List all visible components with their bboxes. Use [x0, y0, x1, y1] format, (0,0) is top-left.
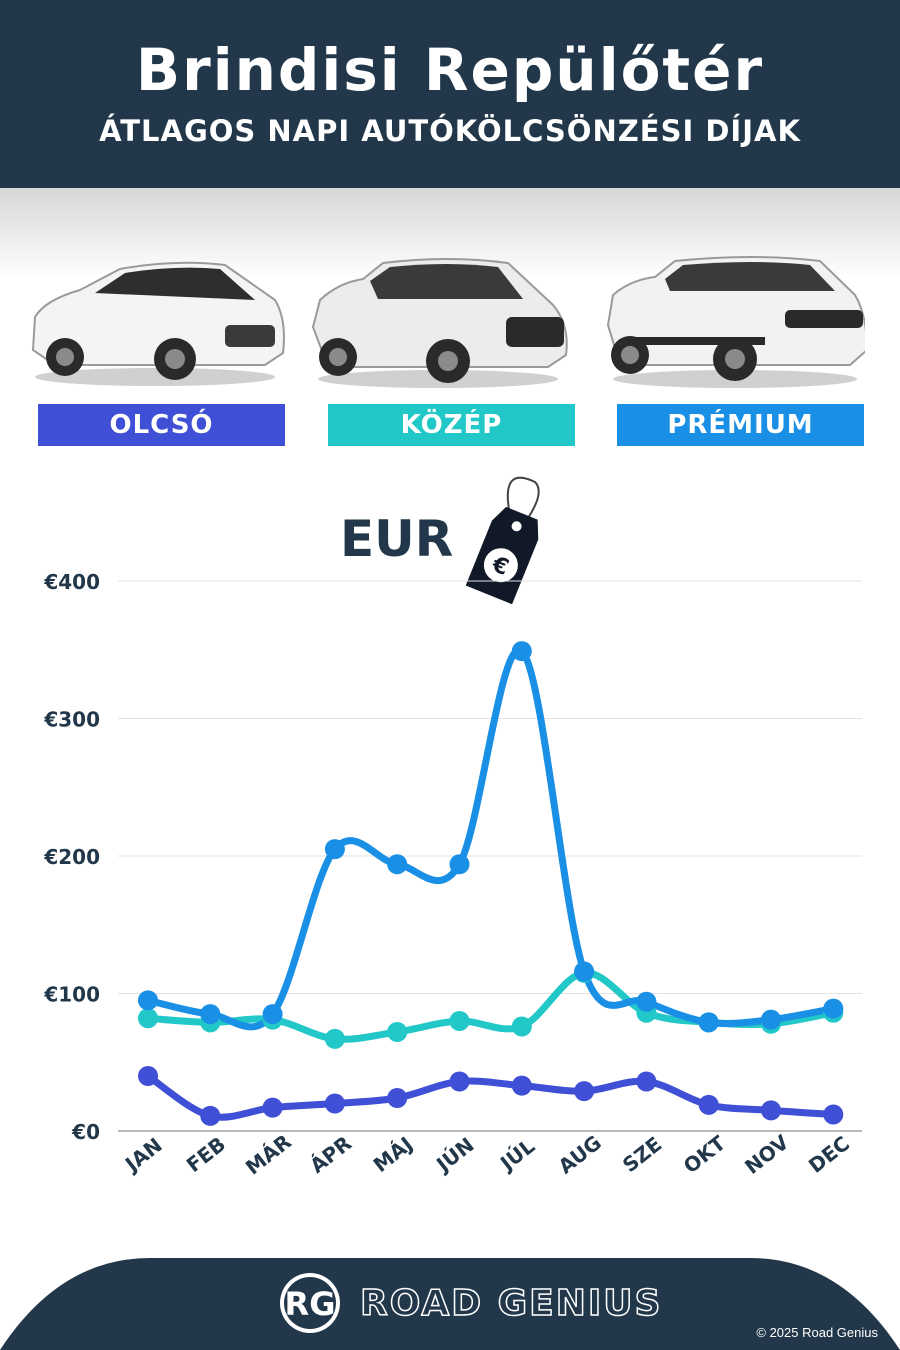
data-point [511, 1075, 532, 1096]
y-tick-label: €400 [43, 570, 100, 594]
x-tick-label: MÁR [241, 1129, 296, 1179]
data-point [324, 839, 345, 860]
data-point [636, 1071, 657, 1092]
copyright: © 2025 Road Genius [756, 1325, 878, 1340]
brand-name: ROAD GENIUS [359, 1282, 663, 1325]
logo-initials: RG [285, 1285, 336, 1323]
data-point [387, 1088, 408, 1108]
data-point [138, 1066, 158, 1086]
x-tick-label: AUG [554, 1130, 606, 1178]
x-tick-label: JAN [119, 1133, 167, 1178]
data-point [387, 854, 408, 875]
x-tick-label: ÁPR [305, 1131, 356, 1178]
data-point [449, 1071, 470, 1092]
mid-badge: KÖZÉP [328, 404, 575, 446]
x-tick-label: JÚL [494, 1134, 539, 1177]
data-point [387, 1022, 408, 1042]
page-subtitle: ÁTLAGOS NAPI AUTÓKÖLCSÖNZÉSI DÍJAK [99, 114, 801, 148]
economy-badge: OLCSÓ [38, 404, 285, 446]
economy-car-image [31, 261, 285, 386]
line-chart: €0 €100 €200 €300 €400 JAN FEB MÁR ÁPR MÁJ JÚN JÚL A… [43, 570, 862, 1180]
data-point [138, 990, 158, 1011]
header: Brindisi Repülőtér ÁTLAGOS NAPI AUTÓKÖLC… [0, 0, 900, 188]
data-point [636, 991, 657, 1012]
x-tick-label: MÁJ [369, 1132, 418, 1177]
data-point [449, 1011, 470, 1031]
series-line-0 [144, 1072, 837, 1121]
data-point [200, 1105, 221, 1126]
footer: RG [0, 1258, 900, 1350]
y-tick-label: €100 [43, 983, 100, 1007]
data-point [511, 641, 532, 662]
data-point [262, 1097, 283, 1118]
data-point [511, 1016, 532, 1037]
premium-badge: PRÉMIUM [617, 404, 864, 446]
x-tick-label: JÚN [430, 1133, 478, 1178]
data-point [761, 1100, 781, 1121]
y-tick-label: €300 [43, 708, 100, 732]
data-point [823, 1104, 844, 1125]
data-point [698, 1094, 719, 1115]
mid-car-image [311, 258, 568, 388]
data-point [324, 1093, 345, 1114]
x-tick-label: NOV [740, 1130, 794, 1179]
data-point [262, 1004, 283, 1025]
data-point [324, 1028, 345, 1049]
x-tick-label: FEB [182, 1132, 230, 1177]
data-point [823, 998, 844, 1019]
currency-label: EUR [340, 510, 454, 568]
y-tick-label: €200 [43, 845, 100, 869]
price-tag-icon: € [465, 476, 540, 605]
data-point [138, 1008, 158, 1029]
y-tick-label: €0 [71, 1120, 100, 1144]
data-point [574, 961, 595, 982]
data-point [200, 1004, 221, 1025]
x-tick-label: SZE [618, 1132, 666, 1177]
data-point [698, 1012, 719, 1033]
premium-car-image [606, 256, 865, 388]
x-tick-label: OKT [679, 1131, 730, 1179]
x-tick-label: DEC [804, 1131, 854, 1178]
data-point [449, 854, 470, 875]
data-point [761, 1009, 781, 1030]
page-title: Brindisi Repülőtér [135, 36, 765, 104]
series-line-2 [144, 646, 837, 1031]
data-point [574, 1081, 595, 1102]
